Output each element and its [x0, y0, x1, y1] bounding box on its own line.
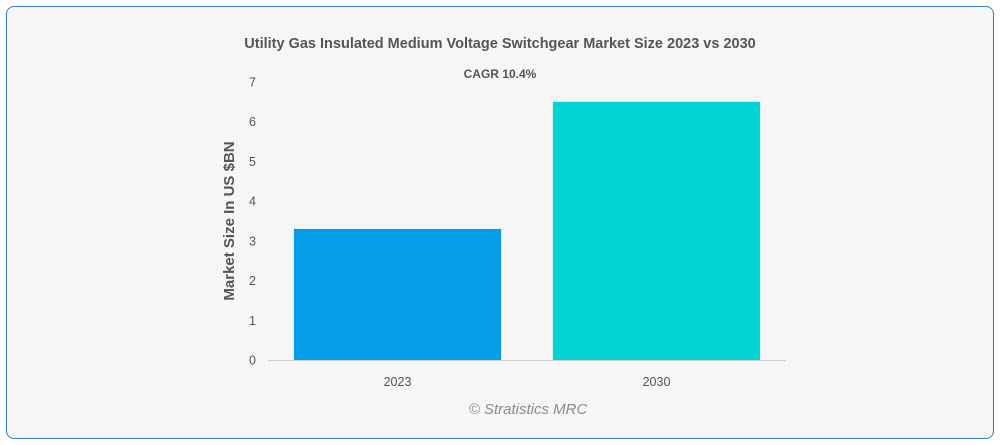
y-tick-label: 3 [249, 234, 256, 248]
bar-2023[interactable] [293, 228, 502, 360]
y-tick-label: 4 [249, 195, 256, 209]
chart-frame [6, 6, 994, 439]
y-tick-label: 0 [249, 354, 256, 368]
chart-title: Utility Gas Insulated Medium Voltage Swi… [244, 36, 755, 52]
bar-2030[interactable] [552, 101, 761, 360]
y-tick-label: 5 [249, 155, 256, 169]
chart-subtitle: CAGR 10.4% [464, 67, 537, 81]
y-tick-label: 2 [249, 274, 256, 288]
watermark-text: © Stratistics MRC [469, 401, 588, 418]
y-axis-ticks: 0 1 2 3 4 5 6 7 [249, 76, 256, 368]
x-tick-label: 2030 [643, 375, 671, 389]
y-tick-label: 7 [249, 76, 256, 90]
y-axis-label: Market Size In US $BN [221, 141, 238, 300]
bars-group [293, 101, 761, 360]
x-axis-ticks: 2023 2030 [384, 375, 671, 389]
y-tick-label: 6 [249, 115, 256, 129]
y-tick-label: 1 [249, 314, 256, 328]
x-tick-label: 2023 [384, 375, 412, 389]
